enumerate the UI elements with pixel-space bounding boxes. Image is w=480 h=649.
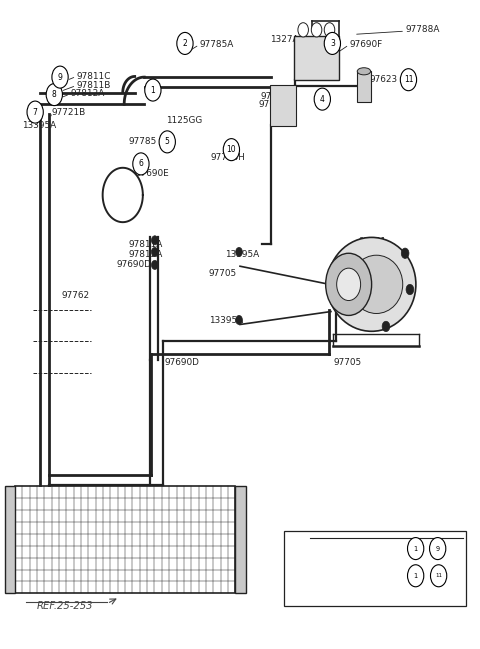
- Text: 97690E: 97690E: [136, 169, 169, 178]
- Bar: [357, 71, 371, 103]
- Text: 97785: 97785: [129, 137, 157, 146]
- Text: 97812A: 97812A: [70, 90, 105, 99]
- Text: 9: 9: [58, 73, 62, 82]
- Text: 1327AC: 1327AC: [270, 35, 304, 44]
- Circle shape: [236, 315, 242, 324]
- Circle shape: [324, 23, 335, 37]
- Text: 1125GG: 1125GG: [166, 116, 202, 125]
- Circle shape: [314, 88, 330, 110]
- Text: 97623: 97623: [369, 75, 397, 84]
- Text: ~: ~: [425, 582, 433, 593]
- Circle shape: [177, 32, 193, 55]
- Text: REF.25-253: REF.25-253: [36, 601, 93, 611]
- Text: 97714H: 97714H: [210, 153, 245, 162]
- Text: 1: 1: [414, 573, 418, 579]
- Text: 9: 9: [436, 546, 440, 552]
- Circle shape: [325, 253, 372, 315]
- Circle shape: [382, 321, 390, 332]
- Circle shape: [152, 247, 158, 256]
- Circle shape: [133, 153, 149, 175]
- Circle shape: [223, 139, 240, 161]
- Circle shape: [324, 32, 340, 55]
- Text: NOTE: NOTE: [290, 537, 318, 546]
- Text: 2: 2: [182, 39, 187, 48]
- Circle shape: [336, 268, 360, 300]
- Text: THE PNC. 97775A :: THE PNC. 97775A :: [290, 556, 370, 565]
- Text: 11: 11: [404, 75, 413, 84]
- Text: 97705: 97705: [209, 269, 237, 278]
- Text: 3: 3: [330, 39, 335, 48]
- Circle shape: [406, 284, 414, 295]
- Text: 4: 4: [320, 95, 325, 104]
- Text: 97701: 97701: [359, 237, 387, 246]
- Ellipse shape: [350, 255, 403, 313]
- Text: 5: 5: [165, 138, 170, 147]
- Ellipse shape: [327, 238, 416, 331]
- Text: 97811C: 97811C: [76, 72, 111, 81]
- Text: 7: 7: [33, 108, 37, 117]
- Circle shape: [159, 131, 175, 153]
- Text: 8: 8: [52, 90, 57, 99]
- Circle shape: [408, 565, 424, 587]
- Text: 97811A: 97811A: [129, 240, 163, 249]
- Circle shape: [152, 236, 158, 245]
- Text: 13395A: 13395A: [22, 121, 57, 130]
- Text: 97811B: 97811B: [76, 81, 111, 90]
- Bar: [235, 486, 246, 593]
- Bar: [4, 486, 15, 593]
- Text: THE PNC.  97759  :: THE PNC. 97759 :: [290, 583, 369, 593]
- Bar: [15, 486, 235, 593]
- Circle shape: [430, 537, 446, 559]
- Circle shape: [46, 84, 62, 106]
- Text: 97762: 97762: [62, 291, 90, 300]
- Text: 97690A: 97690A: [258, 100, 292, 109]
- Circle shape: [236, 247, 242, 256]
- Text: 97721B: 97721B: [52, 108, 86, 117]
- Text: 11: 11: [435, 573, 442, 578]
- Circle shape: [401, 248, 409, 258]
- Circle shape: [27, 101, 43, 123]
- Text: 97705: 97705: [333, 358, 361, 367]
- Circle shape: [298, 23, 309, 37]
- Text: 97690D: 97690D: [164, 358, 199, 367]
- FancyBboxPatch shape: [270, 85, 296, 127]
- Text: 97785A: 97785A: [199, 40, 234, 49]
- Text: 1: 1: [151, 86, 155, 95]
- Text: 97690D: 97690D: [117, 260, 151, 269]
- Text: 97812A: 97812A: [129, 250, 163, 259]
- Text: ~: ~: [425, 555, 433, 565]
- Circle shape: [312, 23, 322, 37]
- FancyBboxPatch shape: [284, 531, 467, 606]
- Bar: [294, 36, 339, 80]
- Text: 10: 10: [227, 145, 236, 154]
- Circle shape: [145, 79, 161, 101]
- Circle shape: [152, 260, 158, 269]
- Circle shape: [408, 537, 424, 559]
- Text: 97788A: 97788A: [405, 25, 440, 34]
- Circle shape: [431, 565, 447, 587]
- Circle shape: [400, 69, 417, 91]
- Ellipse shape: [357, 67, 371, 75]
- Text: 13395A: 13395A: [209, 316, 243, 325]
- Circle shape: [52, 66, 68, 88]
- Text: 97714J: 97714J: [261, 92, 291, 101]
- Text: 1: 1: [414, 546, 418, 552]
- Text: 13395A: 13395A: [225, 250, 259, 259]
- Text: 6: 6: [139, 160, 144, 168]
- Text: 97690F: 97690F: [349, 40, 383, 49]
